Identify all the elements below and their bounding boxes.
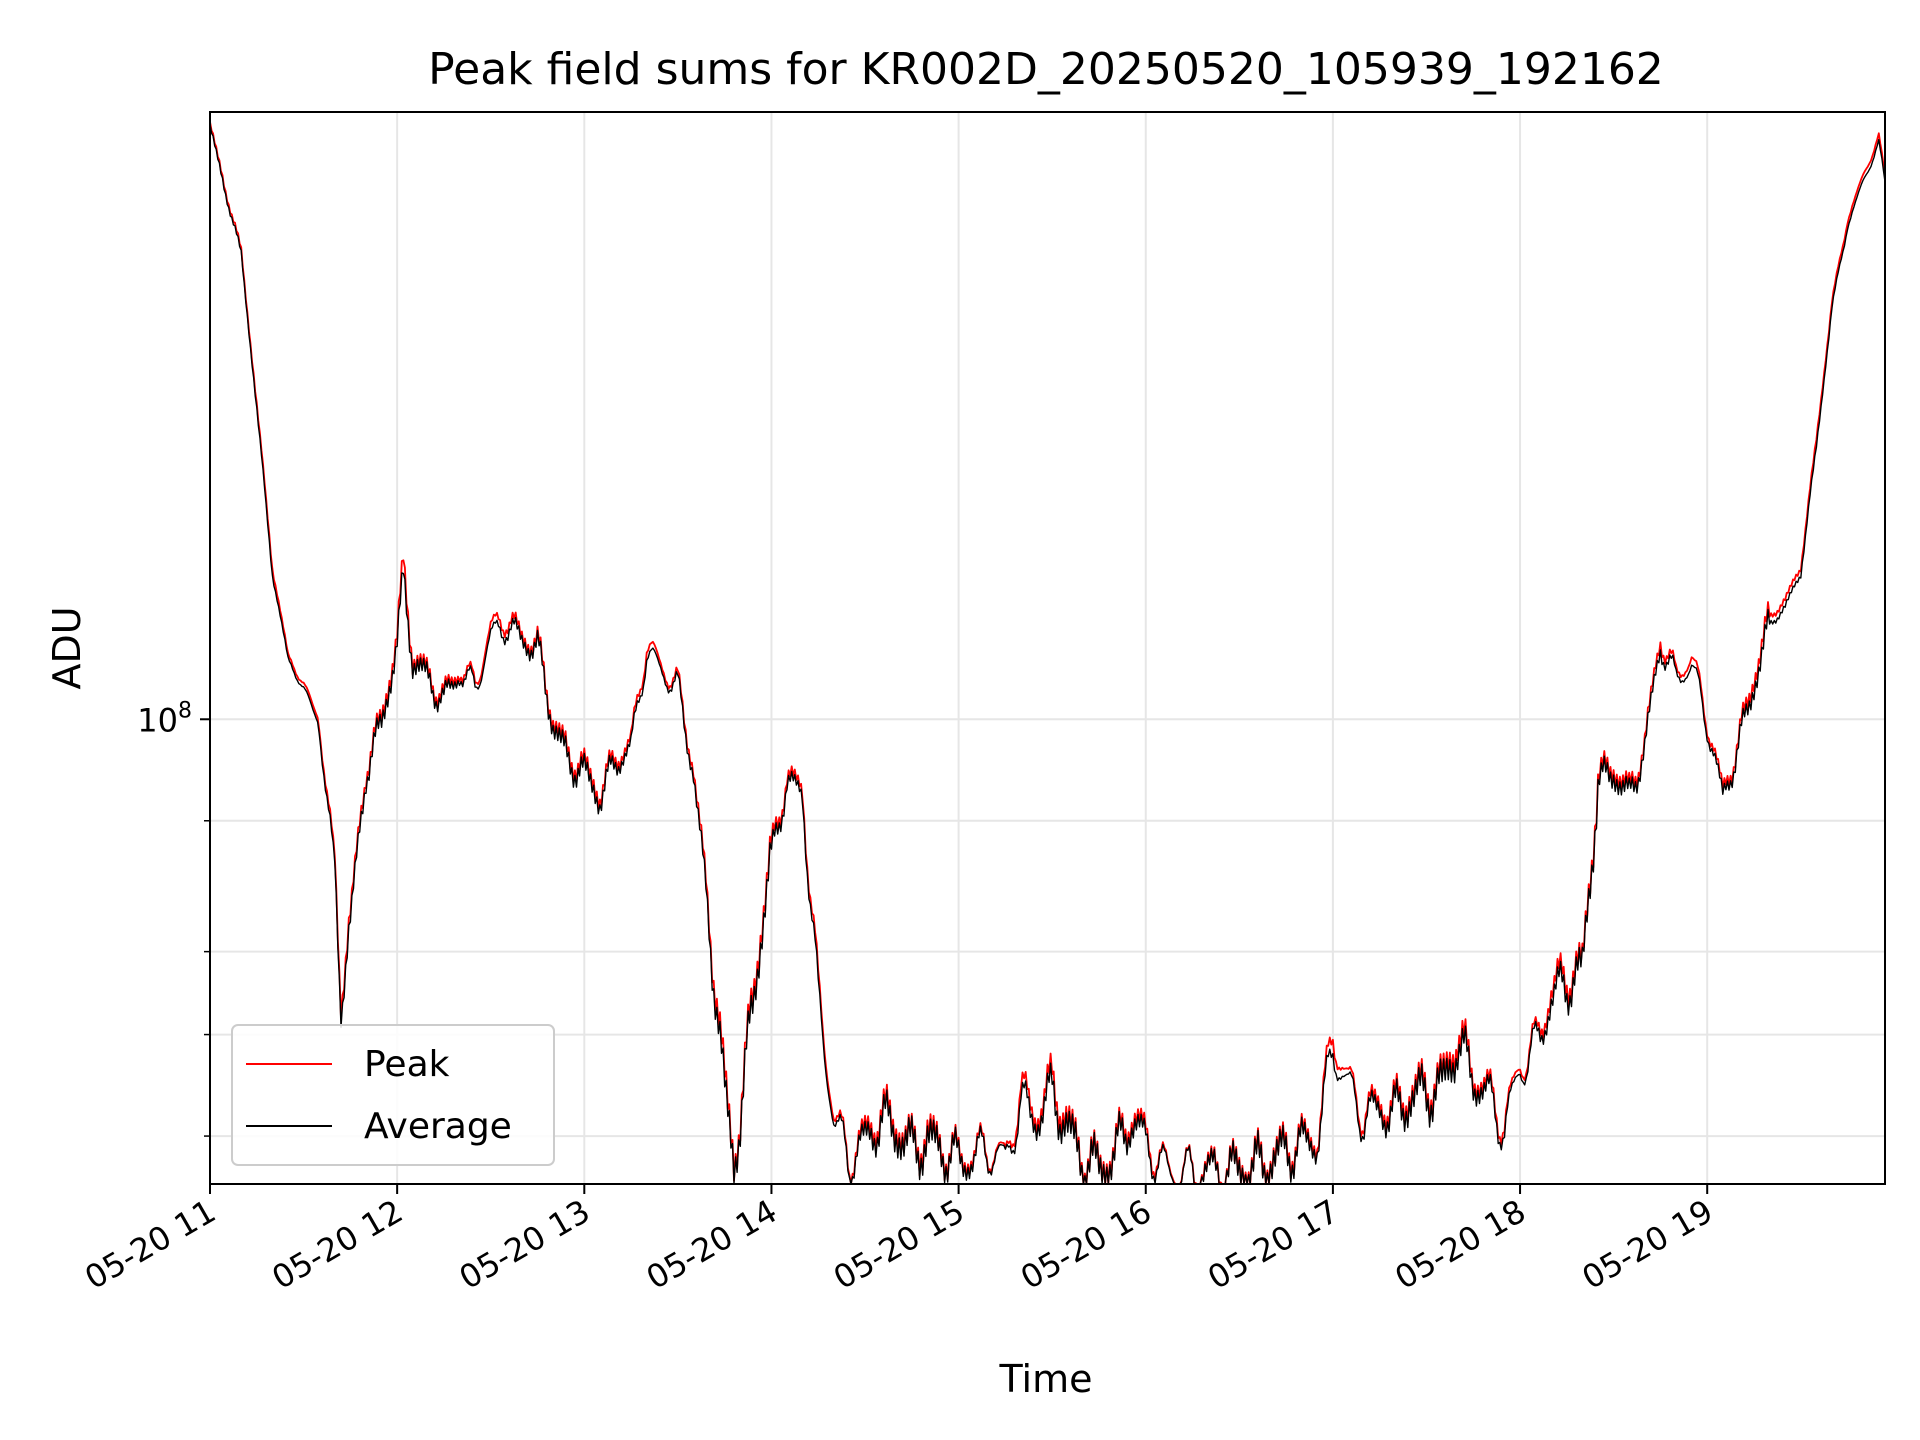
- y-tick-base: 10: [137, 701, 178, 739]
- y-tick-exponent: 8: [178, 698, 192, 723]
- plot-frame: [209, 111, 1886, 1185]
- grid-lines: [209, 112, 1885, 1184]
- legend-box: [231, 1024, 555, 1166]
- y-tick-label: 108: [137, 698, 192, 739]
- chart-title: Peak field sums for KR002D_20250520_1059…: [428, 44, 1664, 95]
- series-lines: [209, 121, 1886, 1185]
- y-axis-label: ADU: [45, 606, 89, 689]
- legend-label-peak: Peak: [364, 1044, 450, 1085]
- legend-label-average: Average: [364, 1106, 512, 1147]
- x-axis-label: Time: [999, 1357, 1093, 1401]
- legend: Peak Average: [231, 1024, 555, 1166]
- y-axis: 108: [137, 698, 210, 1137]
- series-line-average: [209, 124, 1886, 1185]
